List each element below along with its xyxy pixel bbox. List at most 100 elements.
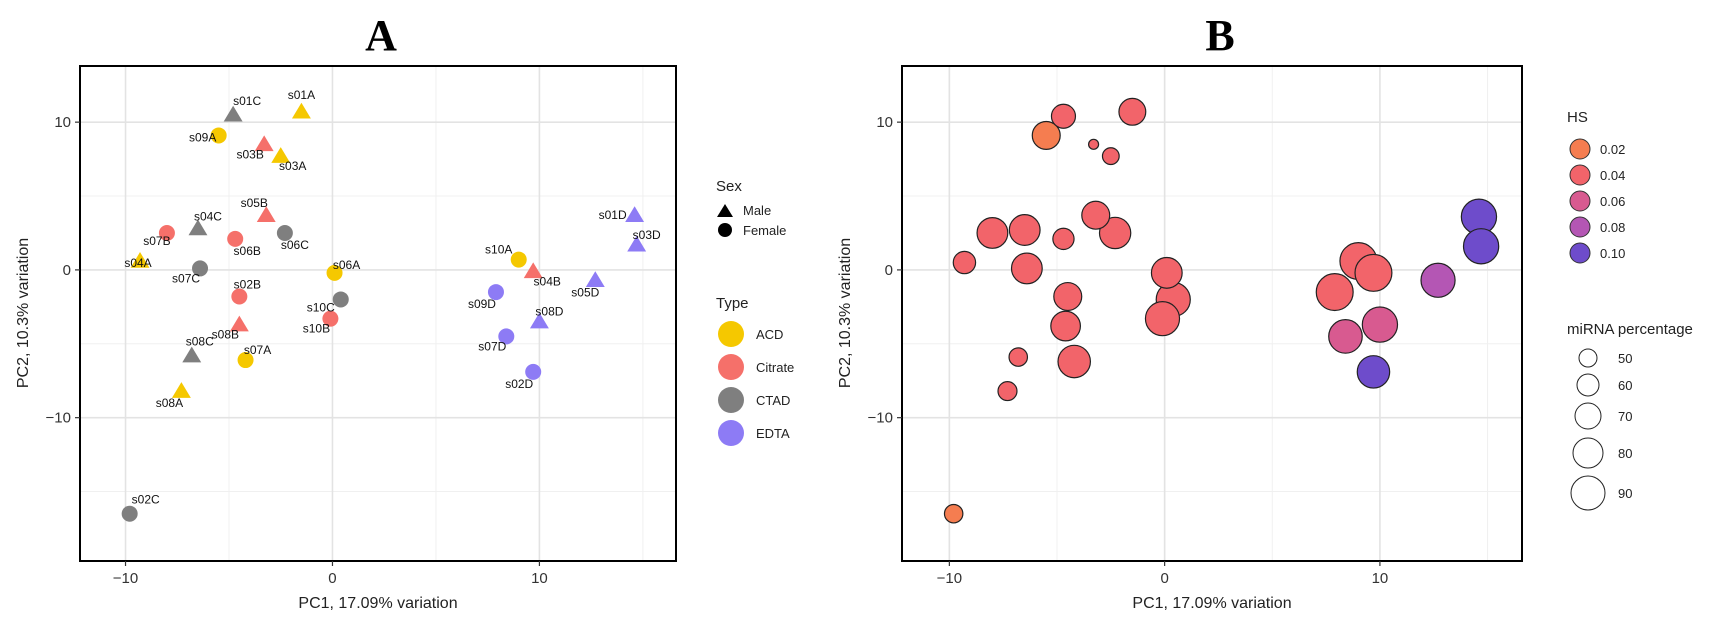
legend-sex-title: Sex (716, 178, 742, 195)
bubble-point (1008, 347, 1029, 367)
y-tick-label: −10 (868, 410, 893, 427)
point-marker (210, 127, 227, 144)
legend-hs-label-4: 0.08 (1600, 220, 1625, 235)
point-marker (130, 252, 150, 268)
point-marker (237, 352, 254, 369)
panel-a-ylabel: PC2, 10.3% variation (15, 238, 32, 388)
legend-type-citrate-swatch (718, 354, 744, 380)
legend-sex-female: Female (743, 223, 786, 238)
point-label: s03D (633, 228, 661, 242)
bubble-point (1101, 147, 1120, 166)
point-marker (276, 224, 293, 241)
point-label: s04B (534, 274, 561, 288)
legend-hs-swatch-1 (1569, 138, 1591, 160)
point-label: s05B (241, 196, 268, 210)
legend-type-acd-swatch (718, 321, 744, 347)
panel-b-title: B (1205, 11, 1234, 60)
legend-hs-title: HS (1567, 109, 1588, 126)
legend-size-circle-4 (1572, 437, 1604, 469)
legend-triangle-icon (717, 204, 733, 217)
point-label: s03B (237, 147, 264, 161)
panel-b-ylabel: PC2, 10.3% variation (837, 238, 854, 388)
bubble-point (1462, 228, 1500, 265)
point-marker (625, 206, 645, 222)
legend-size-title: miRNA percentage (1567, 321, 1693, 338)
point-marker (322, 310, 339, 327)
y-tick-label: 10 (876, 114, 893, 131)
point-marker (231, 288, 248, 305)
x-tick-label: 10 (1372, 570, 1389, 587)
bubble-point (1052, 227, 1075, 251)
legend-hs-label-3: 0.06 (1600, 194, 1625, 209)
bubble-point (943, 503, 964, 524)
point-marker (332, 291, 349, 308)
bubble-point (1118, 97, 1147, 126)
point-label: s07D (478, 339, 506, 353)
point-label: s01D (599, 208, 627, 222)
bubble-point (1150, 256, 1183, 289)
point-label: s02D (505, 377, 533, 391)
legend-type-ctad-swatch (718, 387, 744, 413)
legend-b: HS 0.02 0.04 0.06 0.08 0.10 miRNA percen… (1567, 109, 1693, 511)
point-label: s08C (186, 335, 214, 349)
x-tick-label: −10 (937, 570, 962, 587)
bubble-point (1050, 310, 1082, 342)
panel-a-ticks: −10 0 10 −10 0 10 (46, 114, 548, 587)
point-label: s01A (288, 88, 315, 102)
point-marker (158, 224, 175, 241)
point-label: s04C (194, 210, 222, 224)
legend-hs-label-2: 0.04 (1600, 168, 1625, 183)
point-label: s08B (212, 328, 239, 342)
legend-size-label-5: 90 (1618, 486, 1632, 501)
point-marker (510, 251, 527, 268)
bubble-point (1050, 103, 1077, 129)
panel-b-ticks: −10 0 10 −10 0 10 (868, 114, 1389, 587)
panel-b-grid (902, 66, 1522, 561)
bubble-point (1057, 344, 1092, 379)
legend-size-circle-5 (1570, 475, 1606, 511)
x-tick-label: 10 (531, 570, 548, 587)
panel-b-xlabel: PC1, 17.09% variation (1132, 595, 1291, 612)
legend-circle-icon (718, 223, 732, 237)
point-label: s06A (333, 258, 360, 272)
bubble-point (1031, 120, 1061, 151)
bubble-point (1420, 262, 1456, 298)
point-label: s04A (124, 256, 151, 270)
point-marker (487, 284, 504, 301)
legend-type-edta-swatch (718, 420, 744, 446)
point-label: s06C (281, 238, 309, 252)
bubble-point (952, 250, 977, 275)
point-label: s09A (189, 130, 216, 144)
bubble-point (1354, 253, 1393, 292)
panel-b-background (902, 66, 1522, 561)
legend-type-acd: ACD (756, 327, 783, 342)
point-label: s08D (535, 305, 563, 319)
legend-hs-swatch-4 (1569, 216, 1591, 238)
point-label: s02B (234, 278, 261, 292)
y-tick-label: 0 (63, 262, 71, 279)
point-marker (256, 206, 276, 222)
legend-hs-label-1: 0.02 (1600, 142, 1625, 157)
bubble-point (1053, 281, 1083, 312)
panel-b-points (943, 97, 1500, 524)
point-label: s06B (234, 244, 261, 258)
point-label: s10C (307, 300, 335, 314)
bubble-point (1008, 214, 1041, 246)
point-label: s09D (468, 297, 496, 311)
point-marker (254, 135, 274, 152)
legend-hs-swatch-3 (1569, 190, 1591, 212)
point-marker (326, 264, 343, 281)
y-tick-label: 10 (54, 114, 71, 131)
point-label: s03A (279, 159, 306, 173)
point-marker (223, 105, 243, 122)
panel-a-points: s01A s03A s04A s08A s09A s06A s07A s10A s03B s05B… (121, 88, 661, 522)
legend-type-title: Type (716, 295, 749, 312)
point-marker (227, 230, 244, 247)
point-marker (271, 147, 291, 163)
point-marker (121, 505, 138, 522)
panel-a-xlabel: PC1, 17.09% variation (298, 595, 457, 612)
panel-b-frame (901, 65, 1523, 562)
legend-size-label-1: 50 (1618, 351, 1632, 366)
panel-a-frame (79, 65, 677, 562)
